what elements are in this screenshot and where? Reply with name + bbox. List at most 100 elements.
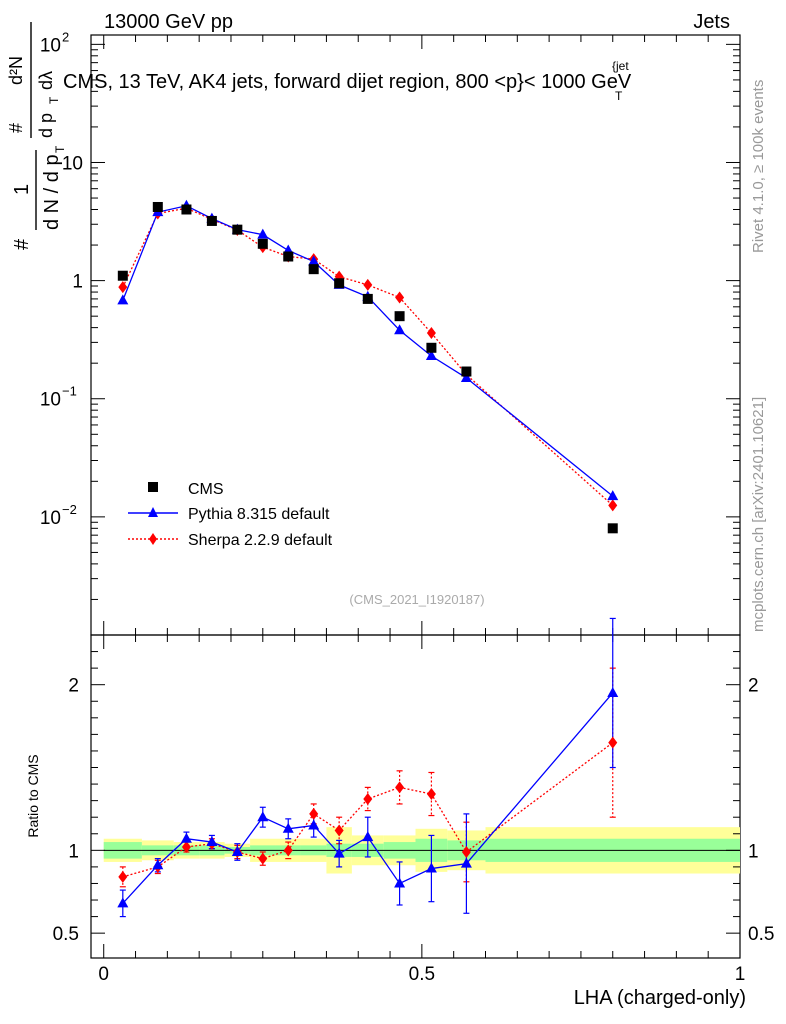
ylabel-d2n: d²N — [6, 56, 26, 85]
sherpa-ratio-point — [309, 807, 319, 820]
pythia-ratio-point — [117, 897, 129, 908]
ylabel-dlambda: dλ — [36, 71, 56, 90]
sherpa-ratio-point — [608, 736, 618, 749]
side-label-bottom: mcplots.cern.ch [arXiv:2401.10621] — [750, 397, 767, 632]
pythia-ratio-point — [308, 819, 320, 830]
pythia-ratio-point — [152, 859, 164, 870]
pythia-point — [257, 228, 269, 239]
cms-point — [257, 238, 268, 249]
ylabel-hash-front: # — [11, 238, 33, 250]
ylabel-one: 1 — [11, 184, 33, 195]
title-sub: T — [615, 89, 623, 103]
cms-point — [283, 251, 294, 262]
main-ytick-exponent: −2 — [62, 502, 77, 517]
main-ytick-label: 10 — [40, 508, 61, 529]
xtick-label: 1 — [735, 964, 746, 985]
cms-point — [152, 201, 163, 212]
sherpa-ratio-point — [363, 792, 373, 805]
main-ytick-label: 1 — [72, 272, 83, 293]
sherpa-ratio-point — [258, 852, 268, 865]
legend-cms-marker — [148, 482, 158, 492]
pythia-ratio-point — [206, 836, 218, 847]
cms-point — [181, 204, 192, 215]
ylabel-dn: d N / d p — [41, 154, 63, 230]
main-ytick-exponent: −1 — [62, 384, 77, 399]
title-prefix: CMS, 13 TeV, AK4 jets, forward dijet reg… — [63, 71, 506, 93]
cms-point — [232, 224, 243, 235]
legend-pythia-label: Pythia 8.315 default — [188, 506, 330, 523]
ratio-ytick-label: 1 — [68, 841, 79, 862]
y-axis-label: # 1 d N / d p T # d²N d p T dλ — [6, 22, 67, 250]
sherpa-point — [608, 499, 618, 512]
pythia-point — [117, 294, 129, 305]
sherpa-point — [118, 281, 128, 294]
pythia-ratio-point — [362, 831, 374, 842]
legend-cms-label: CMS — [188, 481, 224, 498]
sherpa-point — [426, 327, 436, 340]
ylabel-t1: T — [53, 145, 67, 153]
cms-point — [117, 270, 128, 281]
cms-point — [426, 342, 437, 353]
main-ytick-label: 10 — [40, 390, 61, 411]
main-ytick-exponent: 2 — [62, 29, 69, 44]
pythia-point — [425, 350, 437, 361]
legend: CMS Pythia 8.315 default Sherpa 2.2.9 de… — [128, 481, 333, 549]
pythia-point — [308, 255, 320, 266]
ratio-ytick-label-right: 1 — [748, 841, 759, 862]
pythia-line — [122, 205, 614, 497]
pythia-ratio-point — [425, 862, 437, 873]
sherpa-point — [363, 278, 373, 291]
title-suffix: }< 1000 GeV — [517, 71, 632, 93]
pythia-point — [394, 324, 406, 335]
x-axis-label: LHA (charged-only) — [574, 987, 746, 1009]
pythia-point — [460, 371, 472, 382]
sherpa-ratio-point — [426, 788, 436, 801]
sherpa-ratio-point — [283, 844, 293, 857]
ratio-ytick-label: 2 — [68, 676, 79, 697]
sherpa-ratio-point — [395, 781, 405, 794]
sherpa-line — [122, 207, 614, 506]
pythia-ratio-point — [180, 832, 192, 843]
cms-point — [394, 311, 405, 322]
pythia-ratio-point — [394, 877, 406, 888]
pythia-ratio-point — [607, 686, 619, 697]
cms-point — [362, 293, 373, 304]
ratio-frame — [90, 634, 741, 959]
ylabel-hash-num: # — [6, 123, 26, 133]
pythia-point — [607, 490, 619, 501]
sherpa-ratio-point — [118, 870, 128, 883]
main-ytick-label: 10 — [62, 153, 83, 174]
header-left: 13000 GeV pp — [104, 11, 233, 33]
sherpa-ratio-point — [181, 841, 191, 854]
analysis-watermark: (CMS_2021_I1920187) — [349, 592, 484, 607]
pythia-ratio-point — [333, 847, 345, 858]
plot-title: CMS, 13 TeV, AK4 jets, forward dijet reg… — [63, 71, 632, 93]
xtick-label: 0.5 — [409, 964, 435, 985]
legend-sherpa-marker — [149, 533, 157, 545]
ratio-ytick-label-right: 0.5 — [748, 924, 774, 945]
cms-point — [607, 523, 618, 534]
ylabel-t2: T — [47, 96, 61, 104]
ratio-axis-label: Ratio to CMS — [25, 754, 41, 837]
cms-point — [206, 215, 217, 226]
pythia-ratio-line — [122, 692, 614, 904]
legend-pythia-marker — [148, 507, 158, 517]
main-ytick-label: 10 — [40, 35, 61, 56]
ratio-ytick-label: 0.5 — [53, 924, 79, 945]
title-sup: {jet — [612, 59, 629, 73]
pythia-ratio-point — [231, 845, 243, 856]
pythia-ratio-point — [282, 822, 294, 833]
side-label-top: Rivet 4.1.0, ≥ 100k events — [750, 80, 767, 253]
pythia-ratio-point — [257, 811, 269, 822]
title-p: p — [506, 71, 517, 93]
cms-point — [461, 366, 472, 377]
sherpa-point — [395, 291, 405, 304]
sherpa-ratio-point — [334, 824, 344, 837]
legend-sherpa-label: Sherpa 2.2.9 default — [188, 532, 333, 549]
sherpa-ratio-point — [461, 845, 471, 858]
pythia-ratio-point — [460, 857, 472, 868]
cms-point — [308, 264, 319, 275]
ylabel-dp: d p — [36, 113, 56, 138]
